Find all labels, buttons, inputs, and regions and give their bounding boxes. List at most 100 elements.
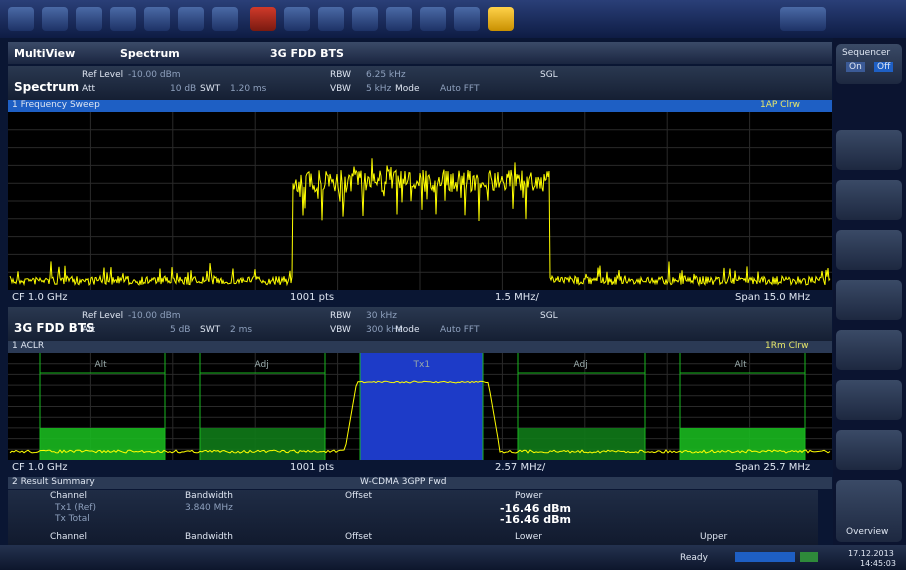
toolbar-icon <box>212 7 238 31</box>
setting-label: Ref Level <box>82 70 124 80</box>
table-header: Bandwidth <box>185 532 233 542</box>
table-header: Channel <box>50 491 87 501</box>
table-header: Offset <box>345 491 373 501</box>
channel-label: Adj <box>573 360 588 370</box>
summary-standard: W-CDMA 3GPP Fwd <box>360 477 447 487</box>
toggle-off: Off <box>874 62 894 72</box>
toolbar-icon <box>318 7 344 31</box>
table-cell: 3.840 MHz <box>185 503 233 513</box>
channel-label: Tx1 <box>413 360 431 370</box>
table-header: Channel <box>50 532 87 542</box>
setting-value: Auto FFT <box>440 325 480 335</box>
setting-value: Auto FFT <box>440 84 480 94</box>
toolbar-icon <box>178 7 204 31</box>
tab: Spectrum <box>120 47 180 60</box>
setting-value: 5 kHz <box>366 84 392 94</box>
setting-value: 300 kHz <box>366 325 403 335</box>
side-button <box>836 430 902 470</box>
setting-label: SGL <box>540 311 558 321</box>
adjacent-channel <box>680 428 805 460</box>
trace-label: 1Rm Clrw <box>765 341 809 351</box>
adjacent-channel <box>518 428 645 460</box>
setting-value: -10.00 dBm <box>128 311 181 321</box>
status-time: 14:45:03 <box>860 559 896 568</box>
footer-label: 2.57 MHz/ <box>495 462 546 473</box>
table-header: Upper <box>700 532 728 542</box>
footer-label: 1001 pts <box>290 462 335 473</box>
toolbar-icon <box>8 7 34 31</box>
table-header: Power <box>515 491 543 501</box>
side-button <box>836 380 902 420</box>
setting-label: SWT <box>200 84 221 94</box>
setting-value: 5 dB <box>170 325 191 335</box>
table-cell: Tx Total <box>55 514 90 524</box>
trace-title: 1 Frequency Sweep <box>12 100 100 110</box>
tab: 3G FDD BTS <box>270 47 344 60</box>
setting-label: Att <box>82 84 96 94</box>
toolbar-icon <box>144 7 170 31</box>
setting-value: 2 ms <box>230 325 253 335</box>
status-indicator <box>735 552 795 562</box>
setting-label: SWT <box>200 325 221 335</box>
aclr-trace <box>9 380 831 454</box>
trace-bar <box>8 100 832 112</box>
window-header <box>8 66 832 100</box>
power-value: -16.46 dBm <box>500 513 571 526</box>
table-header: Bandwidth <box>185 491 233 501</box>
toolbar-icon <box>110 7 136 31</box>
setting-label: RBW <box>330 70 352 80</box>
footer-label: 1001 pts <box>290 292 335 303</box>
setting-value: -10.00 dBm <box>128 70 181 80</box>
side-button <box>836 280 902 320</box>
window-name: Spectrum <box>14 80 80 94</box>
footer-label: CF 1.0 GHz <box>12 292 68 303</box>
table-header: Lower <box>515 532 542 542</box>
footer-label: Span 25.7 MHz <box>735 462 811 473</box>
toolbar-icon <box>42 7 68 31</box>
tx-channel <box>360 353 483 460</box>
tab-bar <box>8 42 832 64</box>
toolbar-icon <box>780 7 826 31</box>
side-button <box>836 230 902 270</box>
setting-label: Mode <box>395 325 420 335</box>
setting-label: VBW <box>330 325 351 335</box>
table-cell: Tx1 (Ref) <box>55 503 96 513</box>
setting-label: VBW <box>330 84 351 94</box>
channel-label: Alt <box>734 360 747 370</box>
window-name: 3G FDD BTS <box>14 321 95 335</box>
side-title: Sequencer <box>842 48 891 58</box>
footer-label: Span 15.0 MHz <box>735 292 811 303</box>
summary-table <box>8 490 818 545</box>
trace-bar <box>8 341 832 353</box>
channel-label: Adj <box>254 360 269 370</box>
toolbar-icon <box>454 7 480 31</box>
summary-bar <box>8 477 832 489</box>
status-date: 17.12.2013 <box>848 549 894 558</box>
window-header <box>8 307 832 341</box>
toolbar-icon <box>352 7 378 31</box>
footer-label: CF 1.0 GHz <box>12 462 68 473</box>
status-state: Ready <box>680 553 708 563</box>
adjacent-channel <box>40 428 165 460</box>
toggle-on: On <box>846 62 865 72</box>
adjacent-channel <box>200 428 325 460</box>
spectrum-trace <box>9 158 831 287</box>
setting-value: 30 kHz <box>366 311 398 321</box>
setting-label: Ref Level <box>82 311 124 321</box>
tab: MultiView <box>14 47 76 60</box>
side-button <box>836 330 902 370</box>
toolbar-icon <box>488 7 514 31</box>
trace-label: 1AP Clrw <box>760 100 801 110</box>
setting-value: 10 dB <box>170 84 197 94</box>
toolbar-icon <box>250 7 276 31</box>
toolbar-icon <box>284 7 310 31</box>
side-button <box>836 130 902 170</box>
toolbar-icon <box>420 7 446 31</box>
toolbar-icon <box>76 7 102 31</box>
setting-label: SGL <box>540 70 558 80</box>
side-button[interactable] <box>836 480 902 542</box>
table-header: Offset <box>345 532 373 542</box>
setting-label: Mode <box>395 84 420 94</box>
